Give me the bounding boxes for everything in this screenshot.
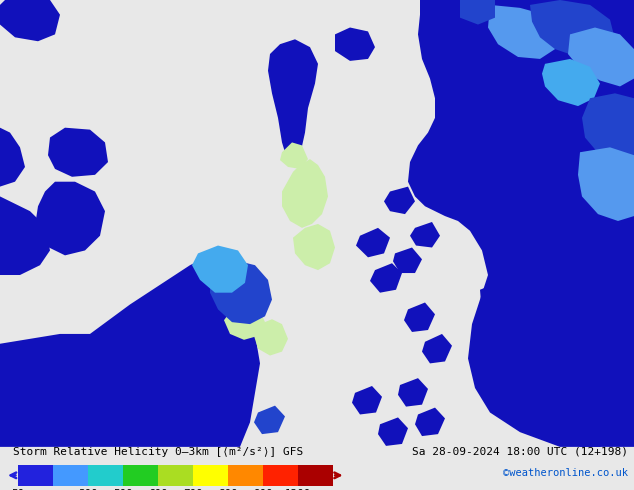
Polygon shape <box>542 59 600 106</box>
Polygon shape <box>404 302 435 332</box>
Text: Storm Relative Helicity 0–3km [⟨m²/s²⟩] GFS: Storm Relative Helicity 0–3km [⟨m²/s²⟩] … <box>13 447 303 457</box>
Polygon shape <box>224 302 265 340</box>
Polygon shape <box>0 0 60 41</box>
Polygon shape <box>254 406 285 434</box>
Polygon shape <box>578 147 634 221</box>
Polygon shape <box>254 319 288 356</box>
Polygon shape <box>408 0 634 447</box>
Polygon shape <box>210 260 272 324</box>
Polygon shape <box>568 417 610 447</box>
Bar <box>193 465 228 486</box>
Polygon shape <box>568 27 634 86</box>
Polygon shape <box>48 128 108 177</box>
Text: 1200: 1200 <box>285 489 311 490</box>
Polygon shape <box>530 0 615 57</box>
Polygon shape <box>192 245 248 293</box>
Polygon shape <box>35 182 105 255</box>
Polygon shape <box>488 5 560 59</box>
Text: Sa 28-09-2024 18:00 UTC (12+198): Sa 28-09-2024 18:00 UTC (12+198) <box>411 447 628 457</box>
Text: 900: 900 <box>253 489 273 490</box>
Polygon shape <box>415 408 445 436</box>
Bar <box>263 465 298 486</box>
Bar <box>123 465 158 486</box>
Polygon shape <box>293 224 335 270</box>
Polygon shape <box>356 228 390 257</box>
Polygon shape <box>352 386 382 415</box>
Polygon shape <box>398 378 428 407</box>
Bar <box>158 465 193 486</box>
Polygon shape <box>0 128 25 187</box>
Polygon shape <box>280 143 308 169</box>
Bar <box>53 465 87 486</box>
Polygon shape <box>335 27 375 61</box>
Polygon shape <box>460 0 495 24</box>
Bar <box>87 465 123 486</box>
Polygon shape <box>282 159 328 228</box>
Polygon shape <box>480 280 545 336</box>
Polygon shape <box>540 375 584 416</box>
Polygon shape <box>378 417 408 446</box>
Bar <box>18 465 53 486</box>
Polygon shape <box>393 247 422 273</box>
Polygon shape <box>422 334 452 364</box>
Text: 500: 500 <box>113 489 133 490</box>
Polygon shape <box>0 196 50 275</box>
Polygon shape <box>582 93 634 162</box>
Text: 600: 600 <box>148 489 167 490</box>
Text: 300: 300 <box>78 489 98 490</box>
Text: ©weatheronline.co.uk: ©weatheronline.co.uk <box>503 468 628 478</box>
Polygon shape <box>525 397 570 436</box>
Polygon shape <box>486 336 538 381</box>
Polygon shape <box>410 222 440 247</box>
Polygon shape <box>268 39 318 167</box>
Polygon shape <box>384 187 415 214</box>
Text: 800: 800 <box>218 489 238 490</box>
Polygon shape <box>370 263 402 293</box>
Text: 700: 700 <box>183 489 203 490</box>
Polygon shape <box>0 255 260 447</box>
Bar <box>298 465 333 486</box>
Bar <box>228 465 263 486</box>
Text: 50: 50 <box>11 489 24 490</box>
